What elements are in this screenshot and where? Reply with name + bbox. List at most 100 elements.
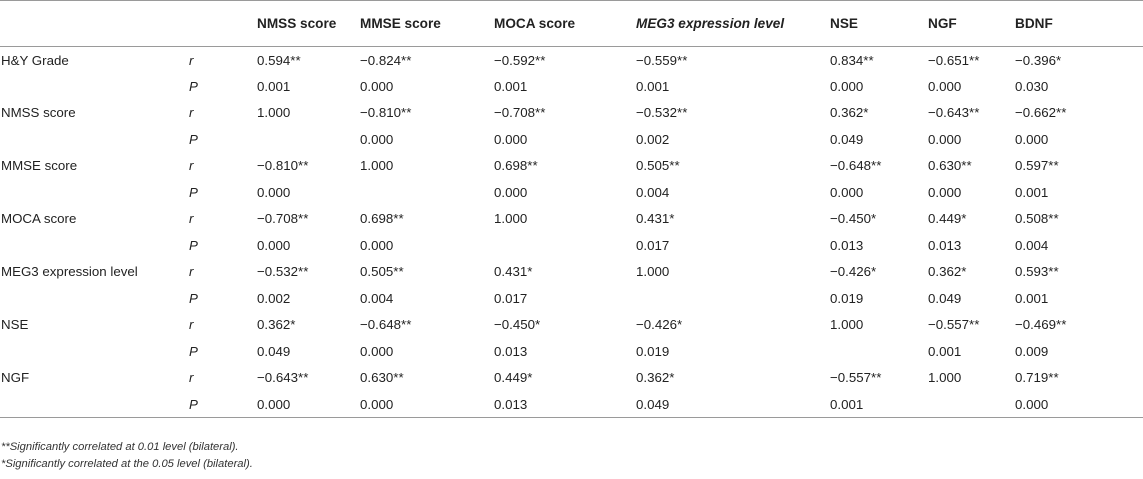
stat-label: P [189, 78, 198, 94]
table-row: MMSE score r −0.810** 1.000 0.698** 0.505** −0… [0, 153, 1143, 180]
table-cell: 0.013 [830, 237, 864, 253]
table-cell: 0.431* [494, 264, 533, 280]
table-cell: 0.000 [257, 237, 291, 253]
table-cell: −0.824** [360, 52, 412, 68]
header-meg3-expression: MEG3 expression level [605, 0, 797, 47]
table-body: H&Y Grade r 0.594** −0.824** −0.592** −0.559*… [0, 47, 1143, 418]
table-cell: 0.004 [636, 184, 670, 200]
table-row: NSE r 0.362* −0.648** −0.450* −0.426* 1.000 −0.… [0, 312, 1143, 339]
table-cell: −0.469** [1015, 317, 1067, 333]
table-cell [897, 391, 978, 418]
table-cell: 0.508** [1015, 211, 1059, 227]
header-row: NMSS score MMSE score MOCA score MEG3 ex… [0, 0, 1143, 47]
table-cell: 0.002 [257, 290, 291, 306]
table-row: P 0.000 0.000 0.013 0.049 0.001 0.000 [0, 391, 1143, 418]
footnote-single-star: *Significantly correlated at the 0.05 le… [1, 458, 253, 470]
table-cell: 0.004 [360, 290, 394, 306]
table-cell: 0.449* [494, 370, 533, 386]
table-row: MOCA score r −0.708** 0.698** 1.000 0.431* −0.… [0, 206, 1143, 233]
table-cell: 0.449* [928, 211, 967, 227]
table-cell: 0.000 [928, 131, 962, 147]
header-nmss-score: NMSS score [225, 0, 336, 47]
table-cell: 0.001 [636, 78, 670, 94]
stat-label: r [189, 105, 194, 121]
table-cell: −0.708** [494, 105, 546, 121]
table-cell: 0.030 [1015, 78, 1049, 94]
table-cell: 0.698** [360, 211, 404, 227]
table-cell: 0.001 [494, 78, 528, 94]
table-cell: 0.000 [494, 131, 528, 147]
row-label: NMSS score [1, 105, 76, 121]
table-row: P 0.000 0.000 0.004 0.000 0.000 0.001 [0, 179, 1143, 206]
correlation-table: NMSS score MMSE score MOCA score MEG3 ex… [0, 0, 1143, 418]
table-cell: 0.000 [494, 184, 528, 200]
table-cell: 0.001 [257, 78, 291, 94]
table-row: NGF r −0.643** 0.630** 0.449* 0.362* −0.557** 1… [0, 365, 1143, 392]
row-label: NGF [1, 370, 30, 386]
table-cell: 0.000 [257, 184, 291, 200]
table-cell: 0.630** [928, 158, 972, 174]
table-cell: 0.001 [797, 391, 897, 418]
row-label [0, 126, 160, 153]
table-cell: −0.648** [360, 317, 412, 333]
table-cell: −0.557** [928, 317, 980, 333]
stat-label: r [189, 158, 194, 174]
table-cell: 0.362* [636, 370, 675, 386]
table-cell: 0.719** [1015, 370, 1059, 386]
header-meg3-text: MEG3 expression level [636, 16, 785, 31]
stat-label: P [189, 290, 198, 306]
row-label: H&Y Grade [1, 52, 69, 68]
table-cell: −0.532** [636, 105, 688, 121]
table-cell: 0.049 [928, 290, 962, 306]
footnote-double-star: **Significantly correlated at 0.01 level… [1, 441, 239, 453]
table-cell: 0.013 [494, 343, 528, 359]
table-cell: −0.810** [360, 105, 412, 121]
table-cell: 0.594** [257, 52, 301, 68]
table-cell: 0.019 [830, 290, 864, 306]
row-label [0, 179, 160, 206]
table-cell: −0.450* [830, 211, 877, 227]
table-cell: 0.000 [928, 184, 962, 200]
row-label [0, 338, 160, 365]
table-cell: 0.009 [1015, 343, 1049, 359]
table-cell: 0.017 [494, 290, 528, 306]
stat-label: P [189, 237, 198, 253]
table-cell: 0.698** [494, 158, 538, 174]
table-cell: 0.001 [1015, 290, 1049, 306]
table-cell: −0.810** [257, 158, 309, 174]
table-cell: −0.643** [928, 105, 980, 121]
table-cell: −0.396* [1015, 52, 1062, 68]
stat-label: P [160, 391, 225, 418]
stat-label: r [189, 264, 194, 280]
table-cell: 0.597** [1015, 158, 1059, 174]
table-cell [605, 285, 797, 312]
stat-label: r [189, 370, 194, 386]
stat-label: P [189, 184, 198, 200]
stat-label: P [189, 343, 198, 359]
table-cell: −0.450* [494, 317, 541, 333]
table-row: P 0.049 0.000 0.013 0.019 0.001 0.009 [0, 338, 1143, 365]
table-cell: 0.001 [1015, 184, 1049, 200]
table-cell: −0.532** [257, 264, 309, 280]
table-cell: 0.000 [830, 78, 864, 94]
table-cell: 0.000 [928, 78, 962, 94]
table-cell: −0.559** [636, 52, 688, 68]
header-cell-empty [160, 0, 225, 47]
row-label: MMSE score [1, 158, 78, 174]
table-cell: 1.000 [360, 158, 394, 174]
table-cell: −0.708** [257, 211, 309, 227]
table-cell: 0.593** [1015, 264, 1059, 280]
footnotes: **Significantly correlated at 0.01 level… [1, 439, 253, 473]
header-moca-score: MOCA score [468, 0, 605, 47]
row-label [0, 391, 160, 418]
table-cell: 0.019 [636, 343, 670, 359]
table-cell: 0.362* [830, 105, 869, 121]
table-cell: −0.648** [830, 158, 882, 174]
table-cell: 1.000 [257, 105, 291, 121]
table-row: P 0.000 0.000 0.002 0.049 0.000 0.000 [0, 126, 1143, 153]
table-cell: 0.013 [928, 237, 962, 253]
table-cell: 0.001 [928, 343, 962, 359]
table-cell [468, 232, 605, 259]
header-nse: NSE [797, 0, 897, 47]
